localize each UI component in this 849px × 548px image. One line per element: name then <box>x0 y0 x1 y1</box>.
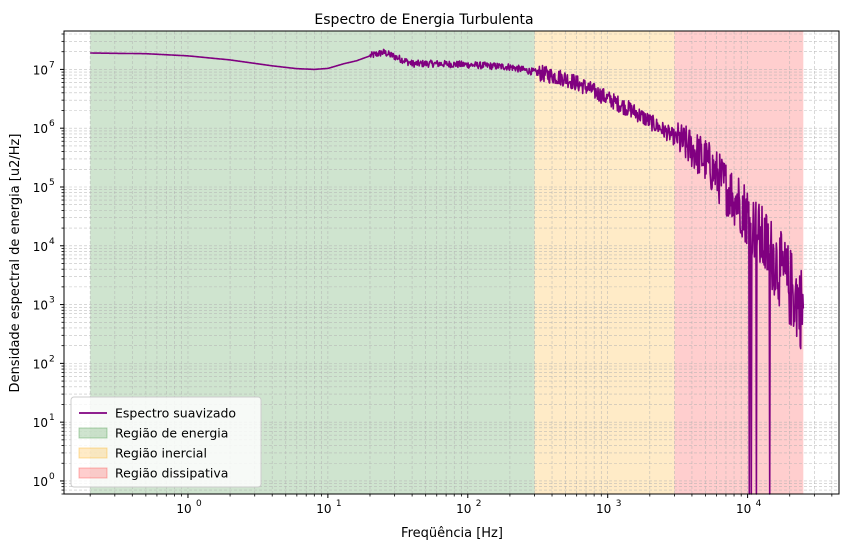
y-tick-label-exp-7: 7 <box>49 60 55 70</box>
y-tick-label-exp-4: 4 <box>49 237 55 247</box>
series-layer <box>89 48 805 495</box>
series-line-0 <box>89 48 805 495</box>
legend-swatch-2 <box>78 447 108 459</box>
x-tick-label-exp-4: 4 <box>756 499 762 509</box>
axis-ticks: 10 0 10 1 10 2 10 3 10 410 010 110 210 310 410 510 610 7 <box>33 33 833 516</box>
y-tick-label-7: 10 <box>33 63 48 77</box>
y-tick-label-5: 10 <box>33 181 48 195</box>
x-tick-label-0: 10 <box>176 502 191 516</box>
y-tick-label-3: 10 <box>33 299 48 313</box>
x-tick-label-2: 10 <box>456 502 471 516</box>
y-tick-label-4: 10 <box>33 240 48 254</box>
y-tick-label-exp-0: 0 <box>49 472 55 482</box>
y-axis-label: Densidade espectral de energia [u2/Hz] <box>8 134 23 393</box>
x-axis-label: Freqüência [Hz] <box>401 526 503 541</box>
plot-frame <box>63 30 840 495</box>
x-tick-label-1: 10 <box>316 502 331 516</box>
grid-lines <box>64 31 839 495</box>
legend-box <box>70 396 262 488</box>
legend-label-2: Região inercial <box>115 446 207 461</box>
y-tick-label-exp-3: 3 <box>49 296 55 306</box>
legend: Espectro suavizado Região de energia Regiã… <box>70 396 262 488</box>
x-tick-label-4: 10 <box>736 502 751 516</box>
y-tick-label-2: 10 <box>33 357 48 371</box>
y-tick-label-exp-2: 2 <box>49 354 55 364</box>
y-tick-label-exp-6: 6 <box>49 119 55 129</box>
legend-swatch-1 <box>78 427 108 439</box>
region-1 <box>534 31 675 494</box>
chart-title: Espectro de Energia Turbulenta <box>314 12 533 28</box>
x-tick-label-exp-1: 1 <box>336 499 342 509</box>
x-tick-label-exp-2: 2 <box>476 499 482 509</box>
y-tick-label-1: 10 <box>33 416 48 430</box>
y-tick-label-exp-1: 1 <box>49 413 55 423</box>
x-tick-label-exp-3: 3 <box>616 499 622 509</box>
x-tick-label-3: 10 <box>596 502 611 516</box>
legend-label-1: Região de energia <box>115 426 228 441</box>
y-tick-label-6: 10 <box>33 122 48 136</box>
legend-label-0: Espectro suavizado <box>115 406 236 421</box>
y-tick-label-exp-5: 5 <box>49 178 55 188</box>
legend-label-3: Região dissipativa <box>115 466 228 481</box>
legend-swatch-3 <box>78 467 108 479</box>
y-tick-label-0: 10 <box>33 475 48 489</box>
x-tick-label-exp-0: 0 <box>196 499 202 509</box>
